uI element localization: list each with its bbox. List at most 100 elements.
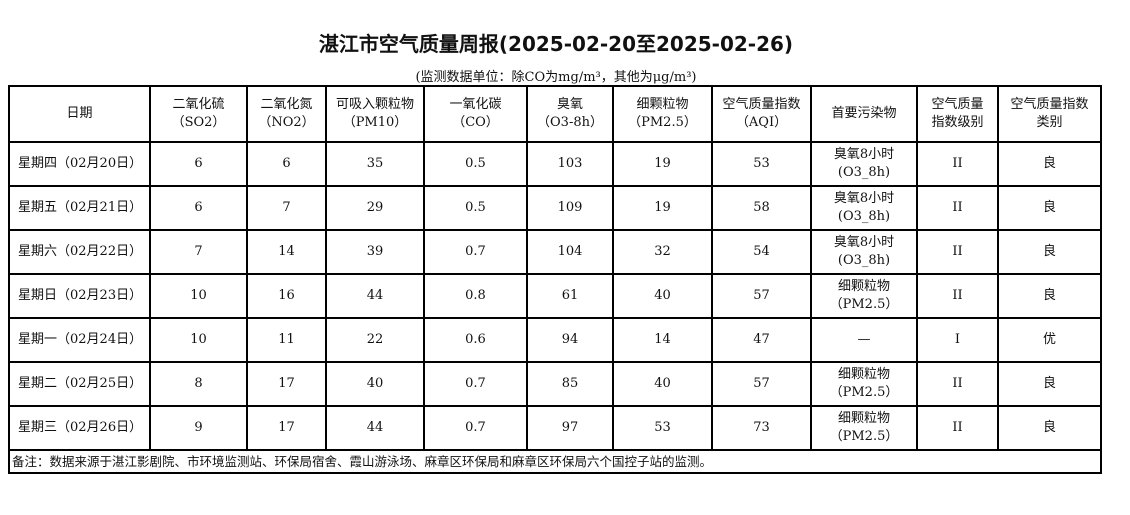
air-quality-table: 日期 二氧化硫 （SO2） 二氧化氮 （NO2） 可吸入颗粒物 （PM10） 一氧化碳 （CO）… <box>8 85 1102 474</box>
cell-aqi: 47 <box>711 317 812 363</box>
cell-so2: 6 <box>149 185 248 231</box>
header-text: 可吸入颗粒物 <box>335 97 414 112</box>
header-text: 细颗粒物 <box>636 97 689 112</box>
cell-pm25: 32 <box>612 229 713 275</box>
cell-pm25: 53 <box>612 405 713 451</box>
pollutant-text: (O3_8h) <box>837 209 891 224</box>
cell-pm25: 14 <box>612 317 713 363</box>
cell-co: 0.7 <box>423 361 528 407</box>
unit-note: (监测数据单位：除CO为mg/m³，其他为μg/m³) <box>415 70 697 85</box>
cell-so2: 8 <box>149 361 248 407</box>
cell-no2: 7 <box>246 185 327 231</box>
footnote: 备注：数据来源于湛江影剧院、市环境监测站、环保局宿舍、霞山游泳场、麻章区环保局和… <box>8 449 1102 474</box>
cell-pm10: 29 <box>325 185 425 231</box>
column-header: 可吸入颗粒物 （PM10） <box>325 85 425 143</box>
pollutant-text: 臭氧8小时 <box>833 147 895 162</box>
cell-no2: 17 <box>246 361 327 407</box>
pollutant-text: 细颗粒物 <box>837 279 890 294</box>
header-text: 一氧化碳 <box>449 97 502 112</box>
header-row: 日期 二氧化硫 （SO2） 二氧化氮 （NO2） 可吸入颗粒物 （PM10） 一氧化碳 （CO）… <box>8 85 1102 143</box>
column-header: 细颗粒物 （PM2.5） <box>612 85 713 143</box>
cell-pollutant: 细颗粒物 （PM2.5） <box>810 361 918 407</box>
cell-co: 0.6 <box>423 317 528 363</box>
cell-category: 良 <box>997 273 1102 319</box>
cell-aqi: 57 <box>711 273 812 319</box>
cell-co: 0.5 <box>423 141 528 187</box>
pollutant-text: 臭氧8小时 <box>833 191 895 206</box>
cell-level: II <box>916 361 999 407</box>
cell-category: 优 <box>997 317 1102 363</box>
cell-aqi: 58 <box>711 185 812 231</box>
header-text: （PM10） <box>342 115 408 130</box>
cell-level: II <box>916 273 999 319</box>
header-text: 二氧化氮 <box>260 97 313 112</box>
cell-date: 星期五（02月21日） <box>8 185 151 231</box>
pollutant-text: (O3_8h) <box>837 253 891 268</box>
pollutant-text: （PM2.5） <box>829 429 899 444</box>
cell-o3: 103 <box>526 141 614 187</box>
cell-so2: 7 <box>149 229 248 275</box>
cell-date: 星期日（02月23日） <box>8 273 151 319</box>
table-row: 星期五（02月21日） 6 7 29 0.5 109 19 58 臭氧8小时 (O3_8h) II 良 <box>8 185 1102 231</box>
cell-no2: 6 <box>246 141 327 187</box>
note-row: 备注：数据来源于湛江影剧院、市环境监测站、环保局宿舍、霞山游泳场、麻章区环保局和… <box>8 449 1102 474</box>
header-text: （SO2） <box>171 115 226 130</box>
table-row: 星期日（02月23日） 10 16 44 0.8 61 40 57 细颗粒物 （PM2.5） II 良 <box>8 273 1102 319</box>
page-title: 湛江市空气质量周报(2025-02-20至2025-02-26) <box>318 32 794 56</box>
cell-date: 星期一（02月24日） <box>8 317 151 363</box>
cell-level: II <box>916 405 999 451</box>
header-text: 空气质量指数 <box>1010 97 1089 112</box>
table-row: 星期四（02月20日） 6 6 35 0.5 103 19 53 臭氧8小时 (O3_8h) II 良 <box>8 141 1102 187</box>
cell-category: 良 <box>997 361 1102 407</box>
cell-aqi: 57 <box>711 361 812 407</box>
cell-pm10: 40 <box>325 361 425 407</box>
cell-pollutant: 细颗粒物 （PM2.5） <box>810 273 918 319</box>
cell-no2: 11 <box>246 317 327 363</box>
cell-pollutant: 细颗粒物 （PM2.5） <box>810 405 918 451</box>
table-row: 星期一（02月24日） 10 11 22 0.6 94 14 47 — I 优 <box>8 317 1102 363</box>
pollutant-text: 臭氧8小时 <box>833 235 895 250</box>
cell-pm10: 22 <box>325 317 425 363</box>
cell-pm10: 39 <box>325 229 425 275</box>
header-text: 首要污染物 <box>831 106 897 121</box>
pollutant-text: （PM2.5） <box>829 385 899 400</box>
cell-o3: 109 <box>526 185 614 231</box>
cell-aqi: 53 <box>711 141 812 187</box>
cell-pollutant: 臭氧8小时 (O3_8h) <box>810 185 918 231</box>
cell-co: 0.8 <box>423 273 528 319</box>
cell-level: I <box>916 317 999 363</box>
column-header: 空气质量指数 类别 <box>997 85 1102 143</box>
cell-o3: 85 <box>526 361 614 407</box>
column-header: 二氧化氮 （NO2） <box>246 85 327 143</box>
column-header: 臭氧 （O3-8h） <box>526 85 614 143</box>
pollutant-text: — <box>857 332 871 347</box>
cell-o3: 94 <box>526 317 614 363</box>
header-text: 空气质量 <box>931 97 984 112</box>
pollutant-text: (O3_8h) <box>837 165 891 180</box>
cell-pollutant: 臭氧8小时 (O3_8h) <box>810 141 918 187</box>
cell-no2: 17 <box>246 405 327 451</box>
cell-o3: 97 <box>526 405 614 451</box>
column-header: 首要污染物 <box>810 85 918 143</box>
header-text: 日期 <box>66 106 93 121</box>
cell-level: II <box>916 229 999 275</box>
header-text: （CO） <box>452 115 499 130</box>
cell-level: II <box>916 141 999 187</box>
cell-category: 良 <box>997 405 1102 451</box>
header-text: （O3-8h） <box>537 115 603 130</box>
header-text: （AQI） <box>735 115 788 130</box>
table-row: 星期三（02月26日） 9 17 44 0.7 97 53 73 细颗粒物 （PM2.5） II 良 <box>8 405 1102 451</box>
header-text: 类别 <box>1036 115 1063 130</box>
cell-o3: 104 <box>526 229 614 275</box>
cell-aqi: 73 <box>711 405 812 451</box>
pollutant-text: （PM2.5） <box>829 297 899 312</box>
cell-pm25: 19 <box>612 185 713 231</box>
cell-category: 良 <box>997 185 1102 231</box>
header-text: 臭氧 <box>556 97 583 112</box>
cell-no2: 16 <box>246 273 327 319</box>
cell-so2: 10 <box>149 273 248 319</box>
table-row: 星期二（02月25日） 8 17 40 0.7 85 40 57 细颗粒物 （PM2.5） II 良 <box>8 361 1102 407</box>
cell-pm10: 44 <box>325 273 425 319</box>
header-text: （NO2） <box>258 115 315 130</box>
cell-category: 良 <box>997 141 1102 187</box>
